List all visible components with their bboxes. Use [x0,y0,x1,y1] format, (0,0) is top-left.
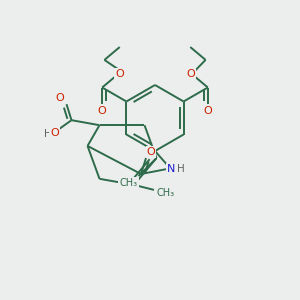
Text: O: O [55,93,64,103]
Text: O: O [147,147,155,157]
Text: O: O [203,106,212,116]
Text: CH₃: CH₃ [119,178,137,188]
Text: CH₃: CH₃ [157,188,175,198]
Text: H: H [44,129,51,139]
Text: H: H [177,164,185,174]
Text: N: N [167,164,175,174]
Text: O: O [98,106,106,116]
Text: O: O [115,69,124,79]
Text: O: O [50,128,59,138]
Text: O: O [186,69,195,79]
